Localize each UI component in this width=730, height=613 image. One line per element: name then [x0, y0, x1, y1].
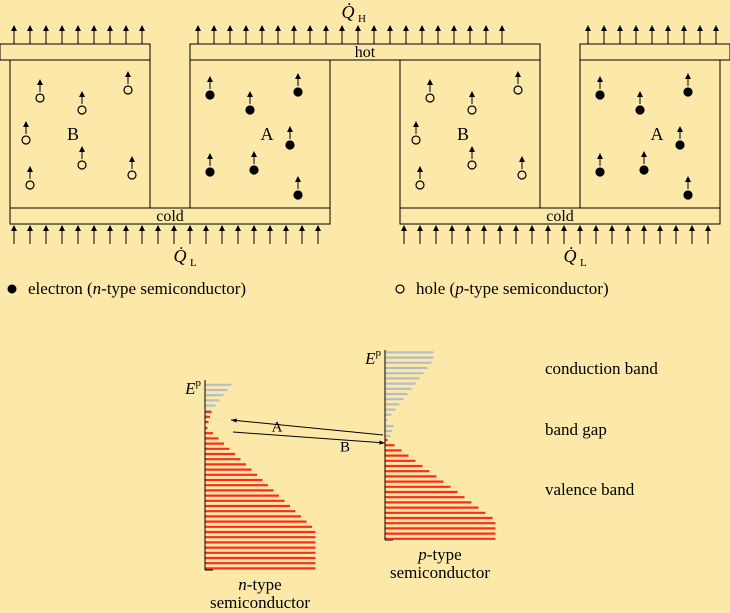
svg-text:B: B — [457, 124, 469, 144]
svg-text:B: B — [340, 440, 350, 456]
svg-text:hot: hot — [355, 44, 376, 61]
svg-text:semiconductor: semiconductor — [390, 563, 490, 582]
svg-text:B: B — [67, 124, 79, 144]
svg-text:p-type: p-type — [417, 545, 461, 564]
svg-text:L: L — [190, 257, 197, 269]
svg-text:n-type: n-type — [238, 575, 281, 594]
thermoelectric-diagram: hotBABAcoldcoldQ̇HQ̇LQ̇Lelectron (n-type… — [0, 0, 730, 613]
svg-text:A: A — [261, 124, 274, 144]
svg-text:L: L — [580, 257, 587, 269]
svg-text:semiconductor: semiconductor — [210, 593, 310, 612]
svg-text:Q̇: Q̇ — [342, 1, 355, 22]
svg-text:band gap: band gap — [545, 420, 607, 439]
svg-text:A: A — [651, 124, 664, 144]
svg-text:electron (n-type semiconductor: electron (n-type semiconductor) — [28, 279, 246, 298]
svg-text:valence band: valence band — [545, 480, 635, 499]
svg-text:H: H — [358, 13, 366, 25]
svg-text:hole (p-type semiconductor): hole (p-type semiconductor) — [416, 279, 609, 298]
svg-text:Q̇: Q̇ — [564, 245, 577, 266]
svg-text:cold: cold — [156, 208, 184, 225]
svg-text:A: A — [272, 420, 283, 436]
svg-text:cold: cold — [546, 208, 574, 225]
svg-text:conduction band: conduction band — [545, 359, 658, 378]
svg-text:Q̇: Q̇ — [174, 245, 187, 266]
